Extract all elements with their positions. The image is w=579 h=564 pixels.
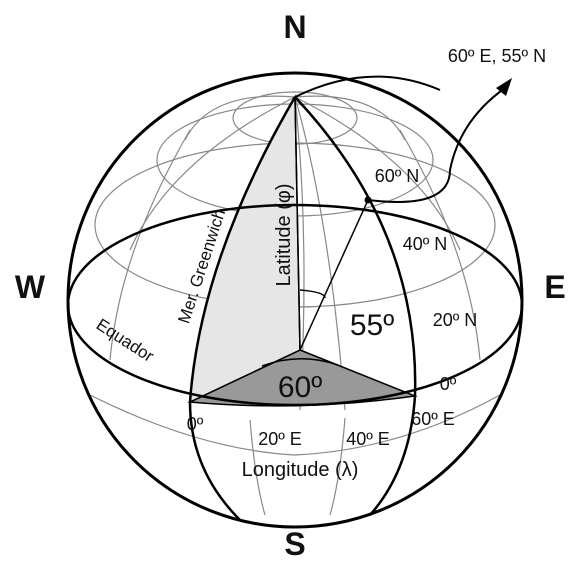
pointer-arrow	[367, 87, 506, 203]
latitude-angle: 55º	[350, 309, 394, 342]
longitude-title: Longitude (λ)	[242, 459, 359, 481]
radius	[299, 199, 369, 351]
lon-label: 40º E	[346, 429, 390, 449]
south: S	[284, 526, 305, 559]
lon-label: 0º	[187, 414, 204, 434]
greenwich-meridian	[188, 96, 297, 521]
east: E	[544, 269, 565, 305]
meridian-back	[294, 75, 441, 98]
lat-label: 40º N	[403, 234, 448, 254]
arrow-head	[496, 78, 512, 96]
grid	[89, 91, 501, 516]
angle-arc	[299, 289, 326, 299]
lon-label: 20º E	[258, 429, 302, 449]
polar-axis	[294, 96, 301, 351]
lon-label: 60º E	[411, 409, 455, 429]
north: N	[283, 9, 306, 45]
longitude-angle: 60º	[278, 371, 322, 404]
globe-outline	[66, 71, 524, 529]
lat-label: 0º	[440, 374, 457, 394]
lat-label: 60º N	[375, 166, 420, 186]
lat-label: 20º N	[433, 310, 478, 330]
point-label: 60º E, 55º N	[448, 46, 546, 66]
angle-arc	[261, 358, 339, 367]
west: W	[15, 269, 46, 305]
meridian-60e	[294, 96, 417, 516]
latitude-title: Latitude (φ)	[273, 183, 295, 286]
